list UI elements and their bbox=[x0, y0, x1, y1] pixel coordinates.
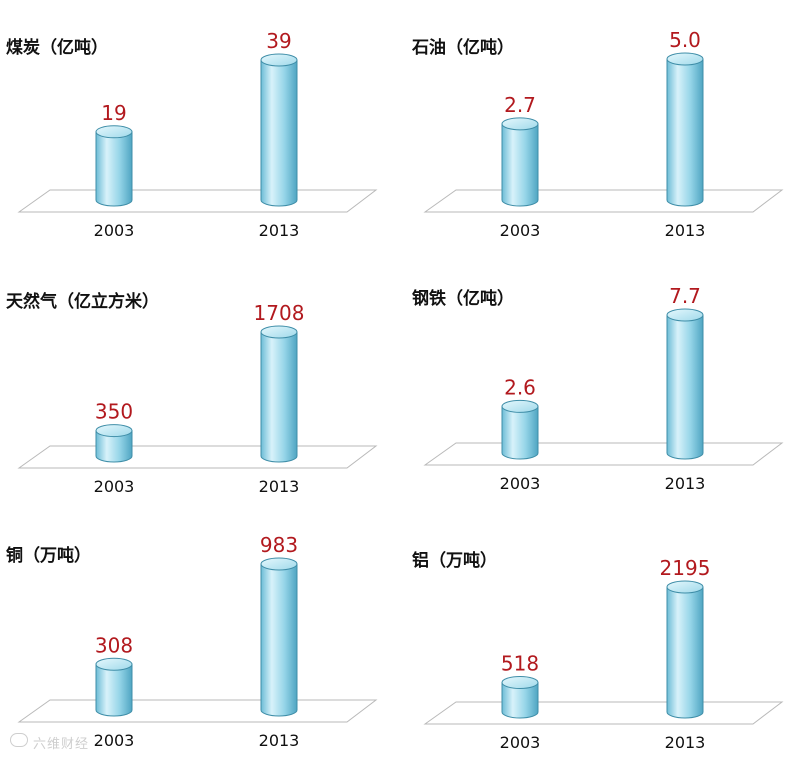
bar-body bbox=[666, 314, 704, 460]
category-label: 2003 bbox=[500, 733, 541, 752]
chart-floor bbox=[17, 699, 378, 723]
chart-title: 铝（万吨） bbox=[412, 550, 497, 571]
chart-panel-1: 煤炭（亿吨） 19 2003 39 2013 bbox=[6, 29, 378, 240]
category-label: 2013 bbox=[259, 221, 300, 240]
chart-panel-2: 石油（亿吨） 2.7 2003 5.0 2013 bbox=[411, 28, 784, 240]
category-label: 2013 bbox=[665, 221, 706, 240]
chart-panel-6: 铝（万吨） 518 2003 2195 2013 bbox=[412, 550, 784, 752]
weibo-logo-icon bbox=[10, 733, 28, 747]
category-label: 2003 bbox=[500, 221, 541, 240]
chart-floor bbox=[17, 445, 378, 469]
category-label: 2003 bbox=[94, 477, 135, 496]
value-label: 983 bbox=[260, 533, 298, 557]
bar-2013 bbox=[666, 308, 704, 460]
chart-panel-5: 铜（万吨） 308 2003 983 2013 bbox=[6, 533, 378, 750]
chart-title: 石油（亿吨） bbox=[411, 37, 514, 58]
bar-2003 bbox=[95, 424, 133, 463]
category-label: 2013 bbox=[259, 477, 300, 496]
category-label: 2003 bbox=[94, 221, 135, 240]
bar-cap bbox=[666, 308, 704, 322]
chart-floor bbox=[423, 701, 784, 725]
bar-cap bbox=[666, 52, 704, 66]
value-label: 2195 bbox=[660, 556, 711, 580]
chart-title: 天然气（亿立方米） bbox=[6, 291, 159, 312]
bar-cap bbox=[95, 424, 133, 438]
chart-floor bbox=[17, 189, 378, 213]
bar-2003 bbox=[501, 117, 539, 207]
category-label: 2013 bbox=[665, 733, 706, 752]
value-label: 1708 bbox=[254, 301, 305, 325]
chart-title: 钢铁（亿吨） bbox=[412, 288, 514, 309]
bar-body bbox=[260, 59, 298, 207]
bar-body bbox=[260, 331, 298, 463]
bar-body bbox=[95, 663, 133, 717]
value-label: 308 bbox=[95, 633, 133, 657]
bar-2013 bbox=[260, 325, 298, 463]
chart-title: 煤炭（亿吨） bbox=[6, 37, 108, 58]
value-label: 19 bbox=[101, 101, 126, 125]
chart-floor bbox=[423, 442, 784, 466]
category-label: 2003 bbox=[94, 731, 135, 750]
bar-2003 bbox=[95, 657, 133, 717]
value-label: 7.7 bbox=[669, 284, 701, 308]
value-label: 5.0 bbox=[669, 28, 701, 52]
bar-cap bbox=[260, 53, 298, 67]
chart-panel-3: 天然气（亿立方米） 350 2003 1708 2013 bbox=[6, 291, 378, 496]
bar-2013 bbox=[666, 52, 704, 207]
value-label: 350 bbox=[95, 400, 133, 424]
bar-2003 bbox=[501, 399, 539, 460]
chart-floor bbox=[423, 189, 784, 213]
bar-body bbox=[95, 131, 133, 207]
bar-2003 bbox=[501, 676, 539, 719]
bar-body bbox=[666, 58, 704, 207]
bar-cap bbox=[666, 580, 704, 594]
value-label: 2.7 bbox=[504, 93, 536, 117]
bar-2013 bbox=[260, 53, 298, 207]
chart-title: 铜（万吨） bbox=[6, 545, 91, 566]
value-label: 2.6 bbox=[504, 375, 536, 399]
bar-2013 bbox=[666, 580, 704, 719]
value-label: 39 bbox=[266, 29, 291, 53]
bar-2013 bbox=[260, 557, 298, 717]
bar-body bbox=[666, 586, 704, 719]
bar-cap bbox=[260, 325, 298, 339]
bar-cap bbox=[501, 117, 539, 131]
bar-cap bbox=[501, 399, 539, 413]
bar-cap bbox=[501, 676, 539, 690]
bar-body bbox=[501, 405, 539, 460]
bar-cap bbox=[260, 557, 298, 571]
category-label: 2003 bbox=[500, 474, 541, 493]
bar-body bbox=[501, 123, 539, 207]
watermark-text: 六维财经 bbox=[33, 737, 90, 752]
bar-cap bbox=[95, 657, 133, 671]
bar-body bbox=[95, 430, 133, 463]
bar-2003 bbox=[95, 125, 133, 207]
bar-body bbox=[260, 563, 298, 717]
value-label: 518 bbox=[501, 652, 539, 676]
category-label: 2013 bbox=[665, 474, 706, 493]
bar-cap bbox=[95, 125, 133, 139]
bar-body bbox=[501, 682, 539, 719]
chart-panel-4: 钢铁（亿吨） 2.6 2003 7.7 2013 bbox=[412, 284, 784, 493]
category-label: 2013 bbox=[259, 731, 300, 750]
